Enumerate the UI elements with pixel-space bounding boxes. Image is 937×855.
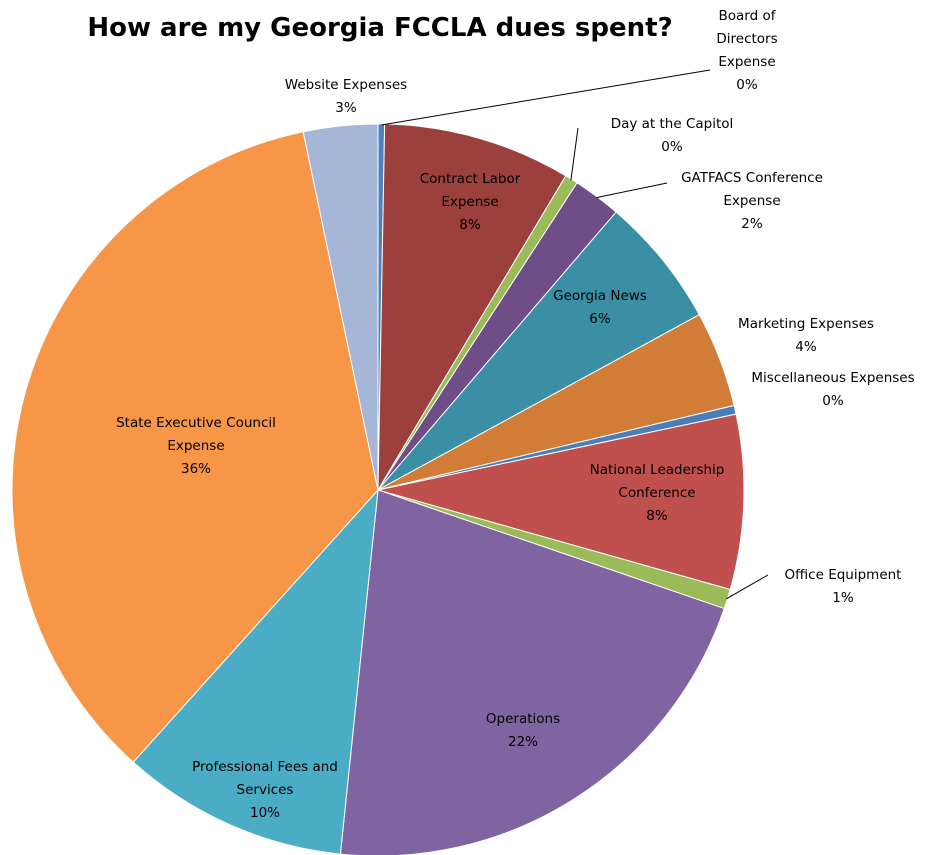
slice-label: Marketing Expenses 4% bbox=[738, 316, 874, 355]
slice-label-line: Board of bbox=[719, 8, 777, 24]
slice-label: Georgia News 6% bbox=[553, 288, 647, 327]
slice-label-line: Contract Labor bbox=[420, 171, 521, 187]
slice-label: Day at the Capitol 0% bbox=[611, 116, 734, 155]
chart-title: How are my Georgia FCCLA dues spent? bbox=[87, 13, 672, 43]
slice-labels: Board of Directors Expense 0% Contract Labor… bbox=[116, 8, 915, 821]
slice-percent: 0% bbox=[822, 393, 844, 409]
slice-percent: 10% bbox=[250, 805, 280, 821]
slice-label-line: Directors bbox=[716, 31, 777, 47]
slice-label-line: Expense bbox=[718, 54, 775, 70]
slice-label-line: Miscellaneous Expenses bbox=[751, 370, 914, 386]
slice-label-line: State Executive Council bbox=[116, 415, 276, 431]
slice-label: Contract Labor Expense 8% bbox=[420, 171, 521, 233]
slice-label-line: Marketing Expenses bbox=[738, 316, 874, 332]
slice-label: Miscellaneous Expenses 0% bbox=[751, 370, 914, 409]
slice-percent: 22% bbox=[508, 734, 538, 750]
slice-label: GATFACS Conference Expense 2% bbox=[681, 170, 823, 232]
slice-label-line: Conference bbox=[618, 485, 695, 501]
slice-label: Professional Fees and Services 10% bbox=[192, 759, 338, 821]
slice-label-line: GATFACS Conference bbox=[681, 170, 823, 186]
slice-percent: 36% bbox=[181, 461, 211, 477]
slice-percent: 0% bbox=[661, 139, 683, 155]
pie-slice bbox=[302, 123, 379, 491]
slice-percent: 4% bbox=[795, 339, 817, 355]
slice-label: National Leadership Conference 8% bbox=[590, 462, 725, 524]
slice-label: Operations 22% bbox=[486, 711, 560, 750]
slice-percent: 0% bbox=[736, 77, 758, 93]
pie-slice bbox=[377, 211, 700, 491]
pie-slice bbox=[339, 489, 725, 855]
slice-percent: 2% bbox=[741, 216, 763, 232]
slice-label-line: Office Equipment bbox=[785, 567, 902, 583]
slice-label-line: Expense bbox=[441, 194, 498, 210]
slice-label-line: Services bbox=[237, 782, 294, 798]
leader-line bbox=[381, 69, 711, 126]
slice-percent: 3% bbox=[335, 100, 357, 116]
slice-label-line: Operations bbox=[486, 711, 560, 727]
slice-label-line: National Leadership bbox=[590, 462, 725, 478]
slice-percent: 1% bbox=[832, 590, 854, 606]
leader-lines bbox=[381, 69, 769, 600]
pie-slice bbox=[377, 123, 567, 492]
leader-line bbox=[726, 574, 769, 600]
slice-label: Office Equipment 1% bbox=[785, 567, 902, 606]
slice-label: Website Expenses 3% bbox=[285, 77, 407, 116]
pie-slice bbox=[11, 131, 379, 763]
slice-label-line: Professional Fees and bbox=[192, 759, 338, 775]
slice-label: State Executive Council Expense 36% bbox=[116, 415, 276, 477]
slice-label-line: Expense bbox=[723, 193, 780, 209]
slice-label-line: Website Expenses bbox=[285, 77, 407, 93]
slice-label-line: Day at the Capitol bbox=[611, 116, 734, 132]
slice-percent: 8% bbox=[646, 508, 668, 524]
slice-label: Board of Directors Expense 0% bbox=[716, 8, 777, 93]
pie-slice bbox=[377, 413, 745, 591]
slice-percent: 8% bbox=[459, 217, 481, 233]
pie-slice bbox=[132, 488, 379, 855]
slice-label-line: Georgia News bbox=[553, 288, 647, 304]
pie-slices bbox=[11, 123, 745, 855]
leader-line bbox=[570, 127, 579, 181]
leader-line bbox=[596, 182, 668, 199]
slice-label-line: Expense bbox=[167, 438, 224, 454]
slice-percent: 6% bbox=[589, 311, 611, 327]
